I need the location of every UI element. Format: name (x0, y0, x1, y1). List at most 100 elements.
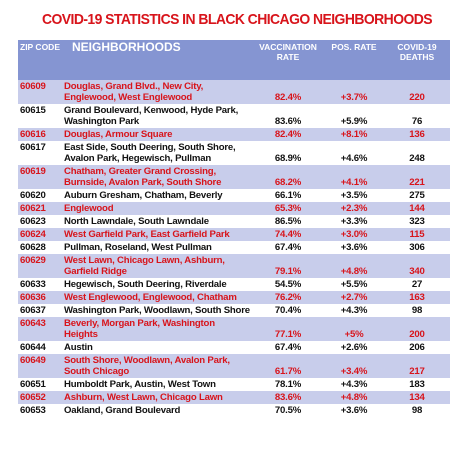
table-row: 60651 Humboldt Park, Austin, West Town 78.… (18, 378, 450, 391)
pos-rate: +5.9% (340, 116, 368, 127)
zip-code: 60616 (20, 129, 46, 140)
pos-rate: +4.3% (340, 305, 368, 316)
vaccination-rate: 68.2% (274, 177, 302, 188)
pos-rate: +8.1% (340, 129, 368, 140)
title: COVID-19 STATISTICS IN BLACK CHICAGO NEI… (41, 11, 433, 28)
table-row: 60615 Grand Boulevard, Kenwood, Hyde Park… (18, 104, 450, 128)
neighborhoods: Washington Park, Woodlawn, South Shore (64, 305, 250, 316)
neighborhoods: Humboldt Park, Austin, West Town (64, 379, 216, 390)
pos-rate: +2.6% (340, 342, 368, 353)
deaths: 115 (409, 229, 425, 240)
zip-code: 60651 (20, 379, 46, 390)
table-row: 60620 Auburn Gresham, Chatham, Beverly 66.… (18, 189, 450, 202)
header-cell: COVID-19 DEATHS (384, 40, 450, 80)
zip-code: 60637 (20, 305, 46, 316)
neighborhoods: Chatham, Greater Grand Crossing, Burnsid… (64, 166, 222, 188)
table-row: 60628 Pullman, Roseland, West Pullman 67.4… (18, 241, 450, 254)
table-row: 60617 East Side, South Deering, South Sho… (18, 141, 450, 165)
zip-code: 60649 (20, 355, 46, 366)
neighborhoods: West Garfield Park, East Garfield Park (64, 229, 230, 240)
vaccination-rate: 78.1% (274, 379, 302, 390)
deaths: 136 (409, 129, 425, 140)
table-row: 60637 Washington Park, Woodlawn, South Sh… (18, 304, 450, 317)
zip-code: 60643 (20, 318, 46, 329)
vaccination-rate: 65.3% (274, 203, 302, 214)
zip-code: 60624 (20, 229, 46, 240)
deaths: 144 (409, 203, 425, 214)
neighborhoods: Hegewisch, South Deering, Riverdale (64, 279, 227, 290)
zip-code: 60652 (20, 392, 46, 403)
deaths: 220 (409, 92, 425, 103)
table-row: 60624 West Garfield Park, East Garfield P… (18, 228, 450, 241)
header-cell: POS. RATE (324, 40, 384, 80)
deaths: 183 (409, 379, 425, 390)
zip-code: 60644 (20, 342, 46, 353)
deaths: 200 (409, 329, 425, 340)
deaths: 323 (409, 216, 425, 227)
deaths: 98 (411, 405, 423, 416)
pos-rate: +4.8% (340, 266, 368, 277)
pos-rate: +3.0% (340, 229, 368, 240)
table-row: 60621 Englewood 65.3% +2.3% 144 (18, 202, 450, 215)
deaths: 134 (409, 392, 425, 403)
deaths: 340 (409, 266, 425, 277)
pos-rate: +4.6% (340, 153, 368, 164)
table-row: 60653 Oakland, Grand Boulevard 70.5% +3.6% 9… (18, 404, 450, 417)
neighborhoods: Grand Boulevard, Kenwood, Hyde Park, Was… (64, 105, 239, 127)
header-cell: NEIGHBORHOODS (62, 40, 252, 80)
deaths: 306 (409, 242, 425, 253)
table-row: 60623 North Lawndale, South Lawndale 86.5%… (18, 215, 450, 228)
deaths: 27 (411, 279, 423, 290)
vaccination-rate: 70.5% (274, 405, 302, 416)
neighborhoods: East Side, South Deering, South Shore, A… (64, 142, 236, 164)
deaths: 217 (409, 366, 425, 377)
zip-code: 60620 (20, 190, 46, 201)
zip-code: 60619 (20, 166, 46, 177)
deaths: 275 (409, 190, 425, 201)
table-row: 60609 Douglas, Grand Blvd., New City, Eng… (18, 80, 450, 104)
zip-code: 60615 (20, 105, 46, 116)
vaccination-rate: 74.4% (274, 229, 302, 240)
table-row: 60629 West Lawn, Chicago Lawn, Ashburn, G… (18, 254, 450, 278)
vaccination-rate: 83.6% (274, 116, 302, 127)
table-row: 60636 West Englewood, Englewood, Chatham 7… (18, 291, 450, 304)
stats-table: ZIP CODE NEIGHBORHOODS VACCINATION RATE POS… (18, 40, 450, 417)
pos-rate: +3.4% (340, 366, 368, 377)
pos-rate: +4.1% (340, 177, 368, 188)
neighborhoods: Englewood (64, 203, 114, 214)
deaths: 76 (411, 116, 423, 127)
vaccination-rate: 67.4% (274, 242, 302, 253)
vaccination-rate: 82.4% (274, 129, 302, 140)
neighborhoods: Beverly, Morgan Park, Washington Heights (64, 318, 215, 340)
table-body: 60609 Douglas, Grand Blvd., New City, Eng… (18, 80, 450, 417)
neighborhoods: Ashburn, West Lawn, Chicago Lawn (64, 392, 223, 403)
deaths: 163 (409, 292, 425, 303)
vaccination-rate: 77.1% (274, 329, 302, 340)
pos-rate: +4.8% (340, 392, 368, 403)
vaccination-rate: 79.1% (274, 266, 302, 277)
zip-code: 60609 (20, 81, 46, 92)
pos-rate: +3.6% (340, 405, 368, 416)
pos-rate: +3.6% (340, 242, 368, 253)
vaccination-rate: 54.5% (274, 279, 302, 290)
vaccination-rate: 82.4% (274, 92, 302, 103)
pos-rate: +5.5% (340, 279, 368, 290)
deaths: 206 (409, 342, 425, 353)
header-cell: VACCINATION RATE (252, 40, 324, 80)
vaccination-rate: 66.1% (274, 190, 302, 201)
zip-code: 60633 (20, 279, 46, 290)
header-row: ZIP CODE NEIGHBORHOODS VACCINATION RATE POS… (18, 40, 450, 80)
vaccination-rate: 70.4% (274, 305, 302, 316)
zip-code: 60623 (20, 216, 46, 227)
pos-rate: +3.7% (340, 92, 368, 103)
vaccination-rate: 86.5% (274, 216, 302, 227)
pos-rate: +5% (344, 329, 364, 340)
pos-rate: +2.3% (340, 203, 368, 214)
vaccination-rate: 83.6% (274, 392, 302, 403)
neighborhoods: Douglas, Grand Blvd., New City, Englewoo… (64, 81, 204, 103)
table-row: 60644 Austin 67.4% +2.6% 206 (18, 341, 450, 354)
neighborhoods: Douglas, Armour Square (64, 129, 173, 140)
table-row: 60643 Beverly, Morgan Park, Washington He… (18, 317, 450, 341)
vaccination-rate: 68.9% (274, 153, 302, 164)
